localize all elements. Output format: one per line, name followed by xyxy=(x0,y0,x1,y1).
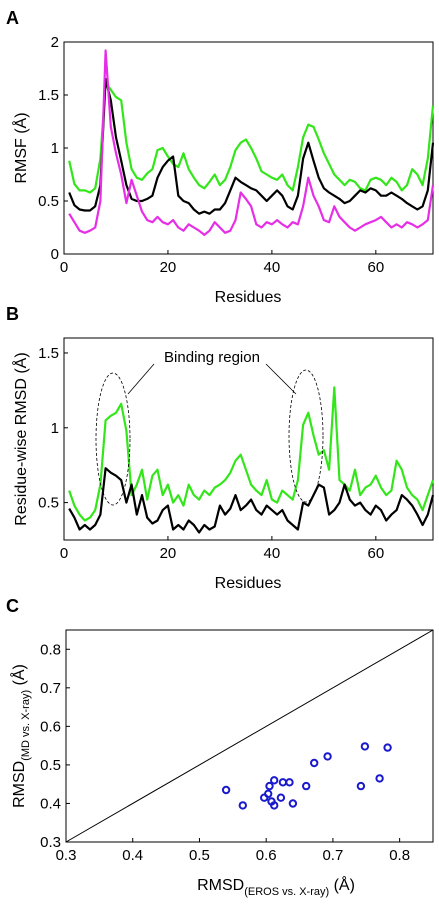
binding-region-ellipse-1 xyxy=(95,372,131,506)
panel-b: B 0 20 40 60 0.5 1 1.5 Binding region Residues… xyxy=(6,304,435,592)
scatter-point xyxy=(285,778,294,787)
scatter-point xyxy=(221,785,231,795)
y-tick-label-a: 0.5 xyxy=(38,193,59,210)
scatter-point xyxy=(323,752,332,761)
panel-letter-c: C xyxy=(6,596,19,616)
x-tick-label-b: 40 xyxy=(264,545,281,562)
x-tick-label-c: 0.7 xyxy=(322,847,343,864)
x-axis-label-main: RMSD xyxy=(197,877,244,894)
y-tick-label-a: 0 xyxy=(51,246,59,263)
x-tick-label-a: 20 xyxy=(160,259,177,276)
scatter-point xyxy=(238,801,248,810)
y-axis-label-unit: (Å) xyxy=(9,664,28,690)
y-tick-label-c: 0.4 xyxy=(40,795,61,812)
x-axis-label-unit: (Å) xyxy=(329,875,355,894)
y-axis-label-b: Residue-wise RMSD (Å) xyxy=(11,352,30,525)
x-tick-label-b: 20 xyxy=(160,545,177,562)
scatter-point xyxy=(356,781,366,791)
y-axis-label-main: RMSD xyxy=(11,761,28,808)
scatter-point xyxy=(278,778,288,787)
scatter-point xyxy=(383,743,392,752)
scatter-point xyxy=(375,774,384,783)
x-axis-label-a: Residues xyxy=(215,289,282,306)
annotation-line-1 xyxy=(127,363,155,395)
plot-area-b xyxy=(63,337,434,541)
annotation-line-2 xyxy=(265,363,297,395)
y-axis-label-a: RMSF (Å) xyxy=(11,112,30,183)
panel-letter-b: B xyxy=(6,304,19,324)
x-tick-label-a: 60 xyxy=(367,259,384,276)
y-tick-label-c: 0.3 xyxy=(40,834,61,851)
scatter-point xyxy=(276,793,286,802)
x-tick-label-b: 0 xyxy=(60,545,68,562)
y-tick-label-c: 0.5 xyxy=(40,757,61,774)
x-axis-label-c: RMSD(EROS vs. X-ray) (Å) xyxy=(197,875,355,898)
binding-region-ellipse-2 xyxy=(288,369,324,503)
annotation-binding-region: Binding region xyxy=(164,349,260,366)
scatter-point xyxy=(360,742,370,751)
plot-area-c xyxy=(65,629,434,843)
y-tick-label-a: 2 xyxy=(51,34,59,51)
series-line-a-1 xyxy=(68,77,435,215)
x-tick-label-c: 0.6 xyxy=(256,847,277,864)
x-tick-label-c: 0.4 xyxy=(122,847,143,864)
scatter-point xyxy=(288,799,298,808)
y-tick-label-c: 0.7 xyxy=(40,680,61,697)
y-tick-label-a: 1 xyxy=(51,140,59,157)
y-tick-label-b: 1 xyxy=(51,420,59,437)
x-tick-label-a: 40 xyxy=(264,259,281,276)
panel-c: C 0.3 0.4 0.5 0.6 0.7 0.8 0.3 0.4 0.5 0.6 0.7 0.8 R… xyxy=(6,596,434,898)
panel-letter-a: A xyxy=(6,8,19,28)
diagonal-line xyxy=(65,629,434,843)
scatter-point xyxy=(302,781,311,791)
y-tick-label-a: 1.5 xyxy=(38,87,59,104)
y-axis-label-sub: (MD vs. X-ray) xyxy=(20,690,32,761)
y-tick-label-b: 0.5 xyxy=(38,495,59,512)
scatter-point xyxy=(270,801,279,810)
x-tick-label-c: 0.8 xyxy=(389,847,410,864)
x-tick-label-c: 0.3 xyxy=(56,847,77,864)
y-tick-label-c: 0.8 xyxy=(40,641,61,658)
y-tick-label-b: 1.5 xyxy=(38,345,59,362)
series-line-b-1 xyxy=(68,467,435,534)
y-tick-label-c: 0.6 xyxy=(40,718,61,735)
x-tick-label-b: 60 xyxy=(367,545,384,562)
series-line-a-0 xyxy=(68,81,435,194)
y-axis-label-c: RMSD(MD vs. X-ray) (Å) xyxy=(9,664,32,808)
scatter-point xyxy=(310,758,319,768)
x-axis-label-sub: (EROS vs. X-ray) xyxy=(244,886,329,898)
scatter-point xyxy=(264,789,273,798)
x-axis-label-b: Residues xyxy=(215,575,282,592)
x-tick-label-c: 0.5 xyxy=(189,847,210,864)
panel-a: A 0 20 40 60 0 0.5 1 1.5 2 Residues RMSF (Å) xyxy=(6,8,435,306)
scatter-point xyxy=(265,781,274,791)
scatter-point xyxy=(270,776,279,785)
series-line-b-0 xyxy=(68,386,435,522)
x-tick-label-a: 0 xyxy=(60,259,68,276)
series-line-a-2 xyxy=(68,49,435,236)
